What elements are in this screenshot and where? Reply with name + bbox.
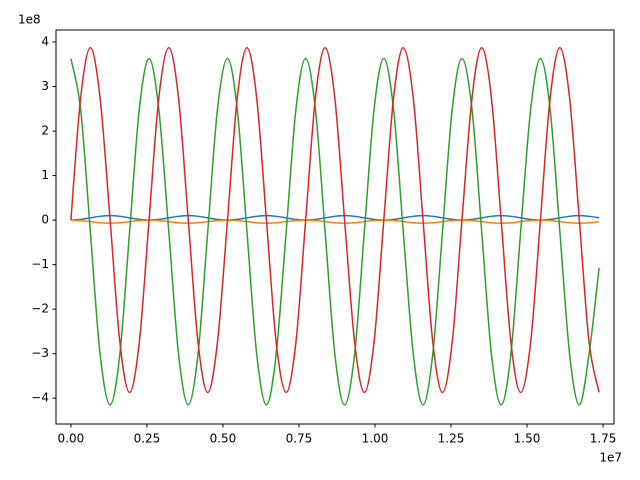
x-tick-label: 0.75 [286, 432, 313, 446]
x-tick-label: 1.75 [590, 432, 617, 446]
y-tick-label: 1 [41, 168, 49, 182]
y-tick-label: 3 [41, 79, 49, 93]
line-series [70, 214, 600, 221]
x-offset-label: 1e7 [599, 451, 622, 465]
x-tick-label: 0.50 [210, 432, 237, 446]
y-tick-label: −2 [31, 302, 49, 316]
x-tick-label: 0.25 [134, 432, 161, 446]
x-tick-label: 1.00 [362, 432, 389, 446]
y-tick-label: −1 [31, 257, 49, 271]
y-tick-label: 4 [41, 35, 49, 49]
x-tick-label: 1.25 [438, 432, 465, 446]
y-offset-label: 1e8 [18, 13, 41, 27]
line-series [70, 47, 600, 394]
y-tick-label: 2 [41, 124, 49, 138]
y-tick-label: −4 [31, 391, 49, 405]
x-tick-label: 1.50 [514, 432, 541, 446]
line-series [70, 219, 600, 224]
plot-frame [55, 29, 615, 425]
y-tick-label: −3 [31, 346, 49, 360]
line-series [70, 57, 600, 406]
x-tick-label: 0.00 [58, 432, 85, 446]
y-tick-label: 0 [41, 213, 49, 227]
